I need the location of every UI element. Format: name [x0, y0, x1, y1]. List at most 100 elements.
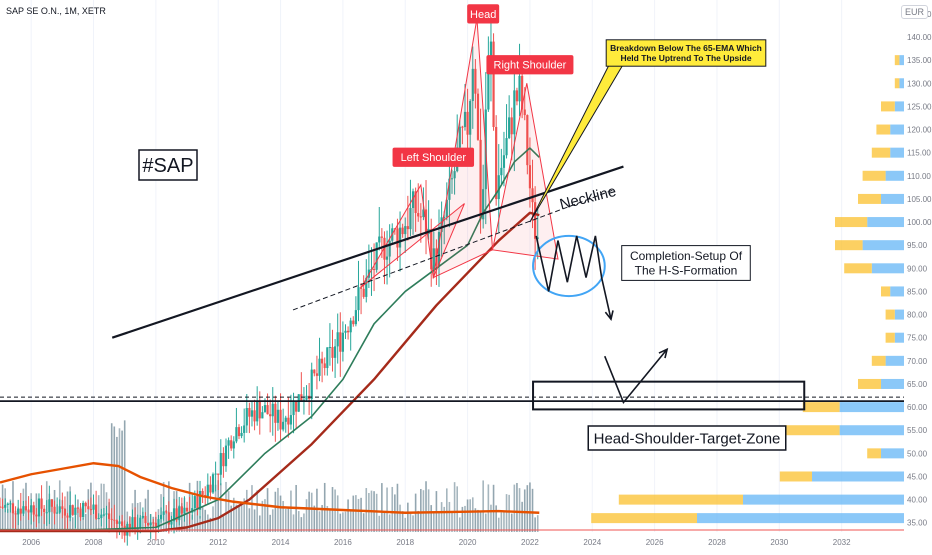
candle-body — [66, 515, 69, 518]
volume-bar — [191, 514, 194, 532]
volume-profile-bar — [899, 55, 904, 66]
candle-body — [219, 453, 222, 475]
candle-body — [489, 41, 493, 64]
candle-body — [50, 499, 54, 507]
volume-bar — [516, 482, 518, 532]
candle-body — [492, 41, 495, 127]
candle-body — [217, 473, 220, 475]
candle-body — [380, 236, 383, 238]
volume-bar — [253, 509, 256, 532]
candle-body — [310, 369, 313, 399]
zigzag-path — [535, 235, 612, 320]
volume-bar — [147, 489, 149, 532]
candle-body — [256, 401, 259, 422]
volume-bar — [430, 505, 433, 532]
price-tick-label: 35.00 — [907, 519, 928, 528]
candle-body — [448, 178, 451, 200]
candle-body — [240, 432, 243, 437]
candle-body — [336, 332, 339, 347]
volume-bar — [336, 495, 339, 532]
candle-body — [87, 506, 90, 510]
volume-bar — [386, 487, 388, 532]
volume-profile-bar — [802, 402, 840, 413]
candle-body — [518, 75, 521, 102]
candle-body — [43, 508, 46, 513]
candle-body — [110, 518, 113, 520]
volume-profile-bar — [894, 332, 904, 343]
volume-profile-bar — [894, 309, 904, 320]
candle-body — [269, 414, 272, 417]
volume-bar — [110, 423, 113, 532]
volume-bar — [181, 503, 183, 532]
time-tick-label: 2030 — [770, 538, 788, 547]
candle-body — [326, 347, 329, 369]
candle-body — [193, 496, 196, 509]
candle-body — [385, 256, 389, 260]
volume-bar — [116, 436, 118, 532]
candle-body — [297, 394, 300, 412]
volume-bar — [209, 517, 212, 532]
candle-body — [440, 217, 443, 233]
right-shoulder-shape — [491, 83, 559, 260]
volume-bar — [271, 509, 274, 532]
volume-profile-bar — [899, 78, 904, 89]
volume-bar — [240, 502, 243, 532]
volume-bar — [355, 495, 357, 532]
volume-bar — [266, 488, 269, 532]
candle-body — [115, 520, 118, 524]
candle-body — [339, 332, 342, 352]
volume-bar — [474, 508, 477, 532]
candle-body — [53, 506, 56, 514]
volume-bar — [422, 490, 425, 532]
candle-body — [396, 228, 399, 248]
volume-bar — [292, 514, 295, 532]
volume-bar — [378, 515, 381, 532]
volume-profile — [591, 55, 904, 524]
time-tick-label: 2026 — [646, 538, 664, 547]
volume-profile-bar — [871, 355, 886, 366]
time-tick-label: 2008 — [85, 538, 103, 547]
candle-body — [422, 209, 425, 218]
volume-bar — [321, 505, 323, 532]
candle-body — [61, 506, 64, 509]
candle-body — [185, 507, 189, 512]
candle-body — [211, 474, 215, 493]
candle-body — [133, 517, 137, 531]
candle-body — [523, 109, 526, 116]
volume-bar — [469, 499, 471, 532]
candle-body — [401, 227, 404, 235]
candle-body — [63, 508, 67, 516]
volume-bar — [123, 420, 126, 532]
candle-body — [172, 508, 176, 522]
volume-bar — [103, 483, 105, 532]
volume-profile-bar — [894, 55, 900, 66]
volume-bar — [505, 494, 508, 532]
callout-box-text: Breakdown Below The 65-EMA Which — [610, 43, 762, 53]
candle-body — [318, 358, 321, 376]
volume-bar — [404, 517, 407, 532]
candle-body — [479, 139, 482, 220]
volume-bar — [113, 426, 116, 532]
volume-profile-bar — [885, 332, 895, 343]
candle-body — [417, 213, 420, 217]
volume-bar — [287, 508, 290, 532]
volume-profile-bar — [881, 193, 904, 204]
candle-body — [315, 373, 319, 376]
candle-body — [76, 507, 80, 509]
currency-button[interactable]: EUR — [900, 5, 928, 19]
volume-bar — [251, 485, 253, 532]
volume-profile-bar — [871, 263, 904, 274]
candle-body — [100, 514, 103, 519]
volume-bar — [303, 513, 305, 532]
volume-profile-bar — [876, 124, 891, 135]
target-zone-label-bg — [587, 425, 787, 451]
candle-body — [35, 514, 38, 517]
candle-body — [71, 505, 74, 515]
volume-bar — [425, 481, 427, 532]
candle-body — [144, 515, 147, 524]
volume-profile-bar — [867, 448, 881, 459]
